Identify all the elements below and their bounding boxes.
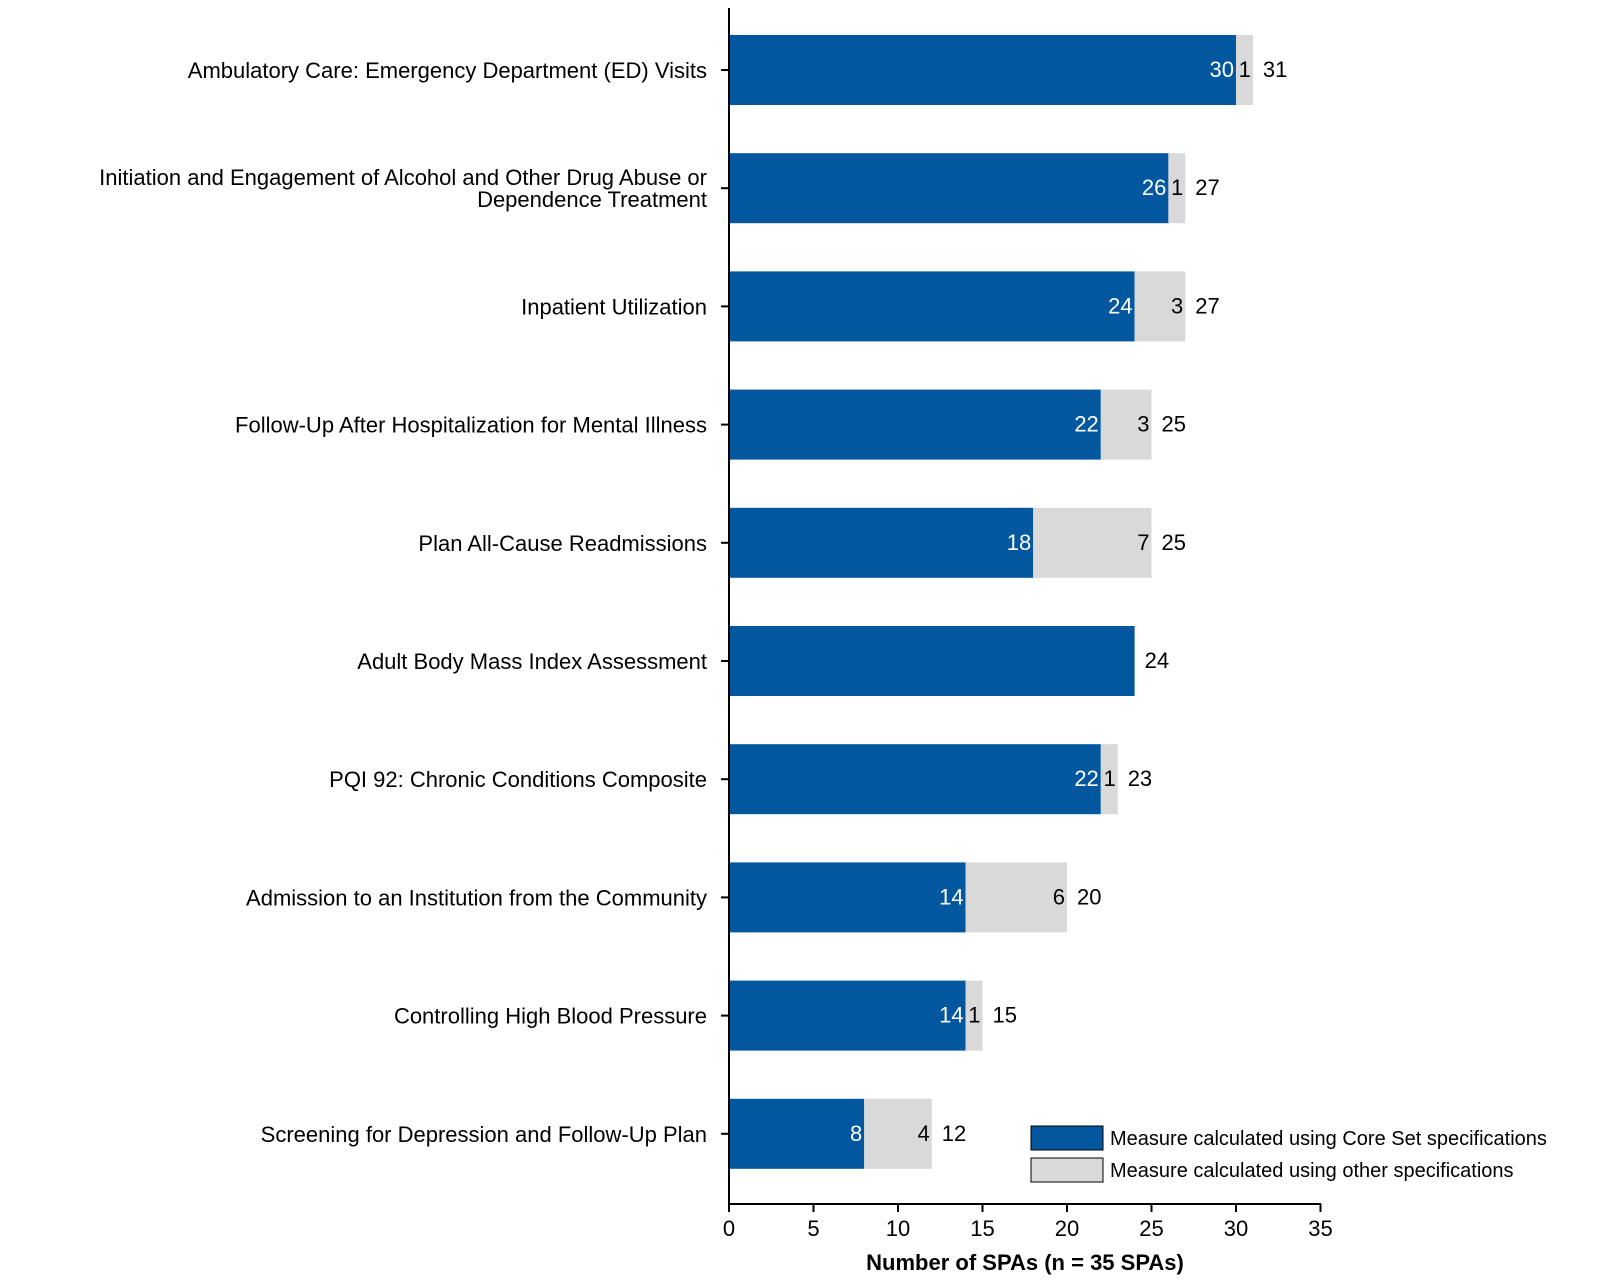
bar-other-1 <box>1168 153 1186 224</box>
data-label-total-8: 15 <box>993 1003 1017 1028</box>
data-label-core-1: 26 <box>1142 175 1166 200</box>
data-label-core-4: 18 <box>1007 530 1031 555</box>
bar-core-5 <box>729 626 1135 696</box>
data-label-other-2: 3 <box>1171 293 1183 318</box>
x-tick-label-2: 10 <box>886 1216 910 1241</box>
data-label-core-3: 22 <box>1074 412 1098 437</box>
bar-core-7 <box>729 862 966 933</box>
data-label-other-7: 6 <box>1053 884 1065 909</box>
data-label-total-5: 24 <box>1145 648 1169 673</box>
bar-other-9 <box>864 1098 932 1169</box>
data-label-other-8: 1 <box>968 1003 980 1028</box>
category-label-3: Follow-Up After Hospitalization for Ment… <box>235 413 707 438</box>
bar-core-4 <box>729 507 1034 578</box>
bar-core-9 <box>729 1098 865 1169</box>
data-label-other-6: 1 <box>1103 766 1115 791</box>
data-label-core-9: 8 <box>850 1121 862 1146</box>
data-label-core-2: 24 <box>1108 293 1132 318</box>
data-label-total-9: 12 <box>942 1121 966 1146</box>
category-label-7: Admission to an Institution from the Com… <box>246 885 707 910</box>
data-label-other-4: 7 <box>1137 530 1149 555</box>
data-label-total-7: 20 <box>1077 884 1101 909</box>
data-label-other-9: 4 <box>918 1121 930 1146</box>
bar-core-2 <box>729 271 1135 342</box>
category-label-1-line-0: Initiation and Engagement of Alcohol and… <box>99 165 707 190</box>
bar-other-6 <box>1100 744 1118 815</box>
x-tick-label-3: 15 <box>970 1216 994 1241</box>
bar-core-6 <box>729 744 1101 815</box>
category-label-0: Ambulatory Care: Emergency Department (E… <box>188 58 707 83</box>
data-label-other-1: 1 <box>1171 175 1183 200</box>
bar-core-1 <box>729 153 1169 224</box>
legend-swatch-core <box>1030 1125 1104 1151</box>
bar-core-3 <box>729 389 1101 460</box>
legend-swatch-other <box>1030 1157 1104 1183</box>
category-label-9: Screening for Depression and Follow-Up P… <box>261 1122 707 1147</box>
bar-other-0 <box>1236 35 1253 105</box>
x-tick-label-7: 35 <box>1308 1216 1332 1241</box>
x-axis-title: Number of SPAs (n = 35 SPAs) <box>866 1250 1184 1275</box>
data-label-other-3: 3 <box>1137 412 1149 437</box>
data-label-total-4: 25 <box>1162 530 1186 555</box>
bar-other-4 <box>1033 507 1152 578</box>
bar-core-8 <box>729 980 966 1051</box>
x-tick-label-0: 0 <box>723 1216 735 1241</box>
data-label-core-7: 14 <box>939 884 963 909</box>
bar-other-2 <box>1134 271 1186 342</box>
category-labels: Ambulatory Care: Emergency Department (E… <box>99 58 729 1147</box>
data-label-core-6: 22 <box>1074 766 1098 791</box>
category-label-1-line-1: Dependence Treatment <box>477 187 707 212</box>
data-label-total-1: 27 <box>1195 175 1219 200</box>
x-tick-label-6: 30 <box>1224 1216 1248 1241</box>
bar-core-0 <box>729 35 1236 105</box>
x-tick-label-1: 5 <box>807 1216 819 1241</box>
legend-label-other: Measure calculated using other specifica… <box>1110 1160 1514 1182</box>
category-label-6: PQI 92: Chronic Conditions Composite <box>329 767 707 792</box>
bar-other-3 <box>1100 389 1152 460</box>
category-label-8: Controlling High Blood Pressure <box>394 1004 707 1029</box>
data-label-total-2: 27 <box>1195 293 1219 318</box>
data-label-other-0: 1 <box>1239 57 1251 82</box>
bar-other-7 <box>965 862 1067 933</box>
category-label-4: Plan All-Cause Readmissions <box>418 531 707 556</box>
data-label-core-0: 30 <box>1210 57 1234 82</box>
data-label-total-3: 25 <box>1162 412 1186 437</box>
legend-label-core: Measure calculated using Core Set specif… <box>1110 1128 1547 1150</box>
x-axis-ticks: 0 5 10 15 20 25 30 35 <box>723 1204 1333 1241</box>
bar-other-8 <box>965 980 983 1051</box>
x-tick-label-5: 25 <box>1139 1216 1163 1241</box>
data-label-core-8: 14 <box>939 1003 963 1028</box>
x-tick-label-4: 20 <box>1055 1216 1079 1241</box>
legend: Measure calculated using Core Set specif… <box>1030 1125 1547 1183</box>
data-label-total-0: 31 <box>1263 57 1287 82</box>
data-label-total-6: 23 <box>1128 766 1152 791</box>
category-label-5: Adult Body Mass Index Assessment <box>357 649 707 674</box>
category-label-2: Inpatient Utilization <box>521 294 707 319</box>
